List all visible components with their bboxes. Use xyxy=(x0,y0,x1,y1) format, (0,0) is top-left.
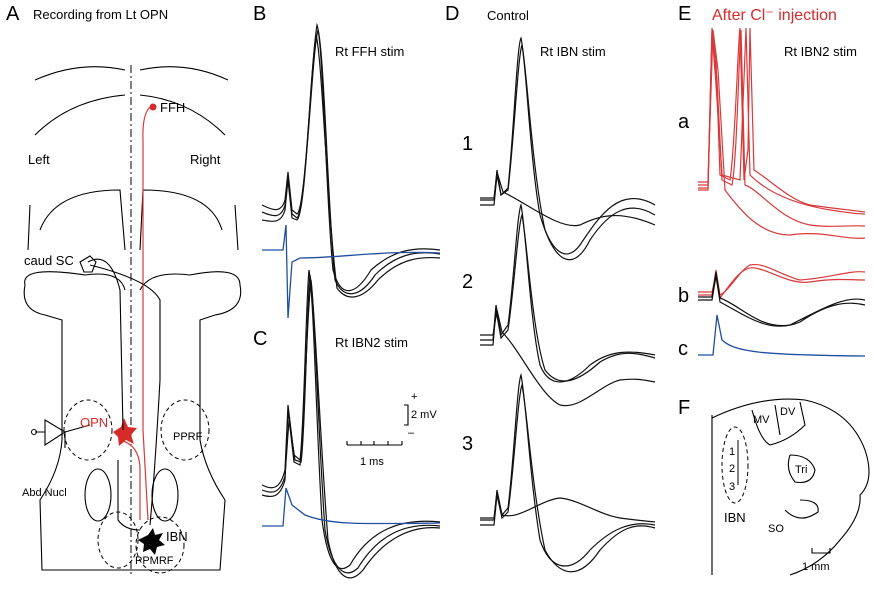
panel-label: C xyxy=(253,328,267,350)
label: IBN xyxy=(166,529,188,544)
trace xyxy=(698,275,866,327)
panel-a: A Recording from Lt OPN FFH Left Right c… xyxy=(6,3,242,575)
panel-title: Control xyxy=(487,8,529,23)
trace xyxy=(480,309,656,407)
trace xyxy=(261,34,441,298)
panel-label: B xyxy=(253,3,266,25)
trace xyxy=(480,42,656,261)
panel-title: Rt FFH stim xyxy=(335,44,404,59)
panel-label: A xyxy=(6,3,20,25)
ffh-neuron xyxy=(149,103,157,111)
label: MV xyxy=(753,414,770,426)
row-label: c xyxy=(678,338,688,360)
scale-bar xyxy=(346,404,409,446)
panel-b: B Rt FFH stim xyxy=(253,3,441,319)
row-label: 1 xyxy=(462,133,473,155)
scale-label: – xyxy=(408,427,415,439)
electrode xyxy=(35,419,91,448)
trace xyxy=(480,36,656,255)
scale-label: 2 mV xyxy=(411,409,437,421)
pprf-region xyxy=(160,399,210,461)
ibn-neuron xyxy=(138,528,165,555)
label: OPN xyxy=(80,415,108,430)
trace xyxy=(261,27,441,295)
label: 1 xyxy=(729,446,735,458)
scale-label: 1 ms xyxy=(360,456,384,468)
label: IBN xyxy=(724,510,746,525)
trace xyxy=(480,212,656,382)
label: Right xyxy=(190,152,221,167)
trace xyxy=(480,491,656,523)
row-label: 3 xyxy=(462,433,473,455)
ppmrf-region xyxy=(97,511,139,569)
label: Abd Nucl xyxy=(22,487,67,499)
panel-label: F xyxy=(678,397,690,419)
opn-region xyxy=(63,399,113,461)
nuclei xyxy=(751,401,819,519)
label: 3 xyxy=(729,481,735,493)
label: 2 xyxy=(729,463,735,475)
connections xyxy=(87,258,161,531)
scale-bar xyxy=(811,548,831,554)
trace xyxy=(480,372,656,567)
label: SO xyxy=(768,523,784,535)
scale-label: + xyxy=(411,391,417,403)
trace xyxy=(261,22,441,292)
label: Left xyxy=(28,152,50,167)
panel-e: E After Cl⁻ injection Rt IBN2 stim a b c xyxy=(678,3,866,360)
row-label: a xyxy=(678,111,690,133)
row-label: 2 xyxy=(462,271,473,293)
panel-subtitle: Rt IBN stim xyxy=(540,44,606,59)
cerebellum xyxy=(34,66,229,136)
trace xyxy=(480,382,656,573)
trace xyxy=(698,27,866,213)
slice-outline xyxy=(711,398,870,576)
trace xyxy=(480,202,656,383)
scale-label: 1 mm xyxy=(802,561,830,573)
abd-nucleus xyxy=(84,468,112,522)
trace xyxy=(698,27,866,215)
ibn-region xyxy=(721,426,749,504)
electrode-tip xyxy=(31,429,37,435)
panel-subtitle: Rt IBN2 stim xyxy=(784,44,857,59)
label: PPMRF xyxy=(135,555,174,567)
trace xyxy=(261,274,441,579)
label: FFH xyxy=(160,100,185,115)
panel-c: C Rt IBN2 stim + 2 mV – 1 ms xyxy=(253,269,441,579)
label: PPRF xyxy=(173,431,203,443)
trace xyxy=(480,171,656,227)
label: caud SC xyxy=(24,253,74,268)
row-label: b xyxy=(678,285,689,307)
trace xyxy=(698,267,866,300)
sc-neuron xyxy=(79,255,97,273)
label: Tri xyxy=(795,464,807,476)
colliculi xyxy=(27,189,239,251)
label: DV xyxy=(780,406,796,418)
ppmrf-region xyxy=(135,516,185,574)
panel-label: D xyxy=(445,3,459,25)
trace xyxy=(262,224,441,319)
opn-axon xyxy=(119,106,151,521)
panel-title: Rt IBN2 stim xyxy=(335,335,408,350)
panel-title: Recording from Lt OPN xyxy=(33,7,168,22)
panel-label: E xyxy=(678,3,691,25)
trace xyxy=(698,29,866,239)
opn-neuron xyxy=(113,418,137,446)
panel-title: After Cl⁻ injection xyxy=(712,7,837,24)
panel-f: F MV DV Tri SO IBN 1 2 3 1 mm xyxy=(678,397,870,576)
brainstem-outline xyxy=(23,271,242,571)
trace xyxy=(698,314,866,357)
trace xyxy=(262,487,441,527)
abd-nucleus xyxy=(151,468,179,522)
trace xyxy=(698,29,866,227)
panel-d: D Control Rt IBN stim 1 2 3 xyxy=(445,3,656,573)
